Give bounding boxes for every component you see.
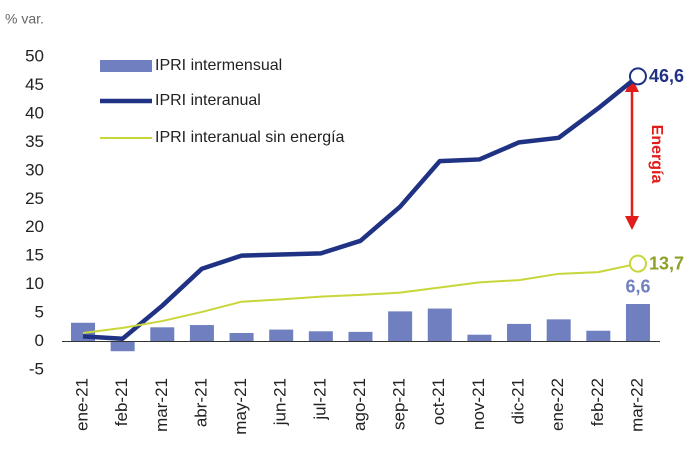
data-label: 13,7: [649, 253, 684, 273]
x-tick-label: mar-21: [152, 378, 171, 432]
x-tick-label: ago-21: [350, 378, 369, 431]
x-tick-label: sep-21: [390, 378, 409, 430]
x-tick-label: jul-21: [310, 378, 329, 421]
legend-label: IPRI intermensual: [155, 57, 282, 74]
y-tick-label: 25: [25, 189, 44, 208]
x-tick-label: oct-21: [429, 378, 448, 425]
bar: [269, 329, 294, 342]
x-tick-label: dic-21: [509, 378, 528, 424]
line: [82, 262, 639, 335]
bar: [388, 311, 413, 342]
x-tick-label: nov-21: [469, 378, 488, 430]
y-tick-label: 15: [25, 246, 44, 265]
end-marker: [628, 67, 647, 86]
x-tick-label: ene-22: [548, 378, 567, 431]
bar: [625, 303, 650, 342]
bar: [189, 325, 214, 342]
y-tick-label: 35: [25, 132, 44, 151]
x-tick-label: ene-21: [72, 378, 91, 431]
bar: [507, 323, 532, 342]
y-tick-label: 20: [25, 217, 44, 236]
bar: [546, 319, 571, 342]
x-tick-label: feb-22: [588, 378, 607, 426]
bar: [467, 334, 492, 342]
bar: [150, 327, 175, 342]
y-tick-label: 40: [25, 103, 44, 122]
x-tick-label: jun-21: [271, 378, 290, 426]
x-tick-label: abr-21: [191, 378, 210, 427]
bar: [348, 331, 373, 342]
y-tick-label: 30: [25, 160, 44, 179]
bar: [308, 331, 333, 342]
y-tick-label: 50: [25, 46, 44, 65]
x-tick-label: may-21: [231, 378, 250, 435]
bar: [427, 308, 452, 342]
unit-label: % var.: [5, 11, 44, 27]
end-marker: [628, 254, 647, 273]
x-tick-label: feb-21: [112, 378, 131, 426]
data-label: 6,6: [625, 277, 650, 297]
annotation: Energía: [648, 125, 665, 184]
y-tick-label: -5: [29, 359, 44, 378]
legend-label: IPRI interanual: [155, 92, 261, 109]
y-tick-label: 10: [25, 274, 44, 293]
legend-swatch: [100, 60, 152, 72]
line: [82, 74, 640, 341]
y-tick-label: 45: [25, 75, 44, 94]
y-tick-label: 5: [35, 303, 44, 322]
legend-label: IPRI interanual sin energía: [155, 129, 345, 146]
y-tick-label: 0: [35, 331, 44, 350]
x-tick-label: mar-22: [627, 378, 646, 432]
bar: [586, 330, 611, 342]
bar: [110, 341, 135, 352]
data-label: 46,6: [649, 66, 684, 86]
energy-arrow: [625, 78, 639, 230]
bar: [229, 333, 254, 342]
